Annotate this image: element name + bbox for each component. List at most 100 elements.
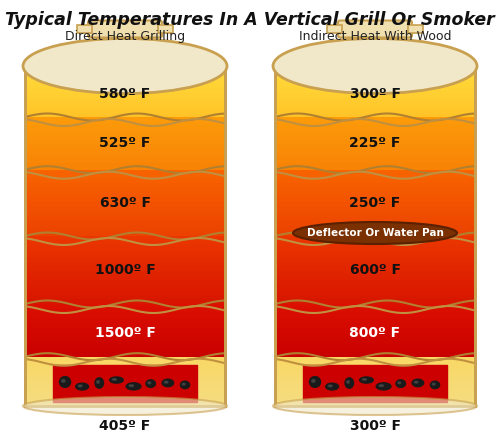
- Bar: [25, 123, 225, 126]
- Bar: [275, 115, 475, 117]
- Bar: [25, 108, 225, 111]
- Bar: [25, 163, 225, 166]
- Bar: [25, 287, 225, 290]
- Bar: [25, 102, 225, 105]
- Bar: [25, 284, 225, 288]
- Bar: [25, 86, 225, 89]
- Bar: [25, 249, 225, 252]
- Ellipse shape: [379, 385, 384, 387]
- Bar: [275, 66, 475, 406]
- Bar: [275, 74, 475, 76]
- Bar: [25, 119, 225, 121]
- Bar: [275, 282, 475, 285]
- Text: 300º F: 300º F: [350, 87, 401, 101]
- Bar: [275, 196, 475, 199]
- Bar: [25, 104, 225, 107]
- Bar: [25, 341, 225, 344]
- Bar: [25, 201, 225, 204]
- Bar: [25, 144, 225, 146]
- Bar: [275, 260, 475, 263]
- Bar: [25, 146, 225, 149]
- Bar: [25, 310, 225, 313]
- Bar: [25, 380, 225, 382]
- Bar: [275, 82, 475, 84]
- Ellipse shape: [326, 383, 338, 390]
- Ellipse shape: [360, 377, 374, 383]
- Bar: [275, 68, 475, 70]
- Bar: [275, 388, 475, 390]
- Bar: [275, 255, 475, 258]
- Bar: [25, 196, 225, 199]
- Bar: [275, 337, 475, 340]
- Bar: [25, 290, 225, 293]
- Bar: [25, 72, 225, 74]
- Bar: [275, 268, 475, 271]
- Bar: [25, 169, 225, 172]
- Bar: [25, 90, 225, 92]
- Bar: [25, 182, 225, 186]
- Ellipse shape: [398, 382, 400, 384]
- FancyBboxPatch shape: [88, 20, 162, 37]
- Bar: [275, 327, 475, 329]
- Bar: [275, 112, 475, 115]
- Bar: [275, 125, 475, 128]
- Bar: [25, 350, 225, 352]
- Bar: [275, 335, 475, 338]
- Bar: [275, 398, 475, 400]
- Text: Direct Heat Grilling: Direct Heat Grilling: [65, 30, 185, 43]
- FancyBboxPatch shape: [338, 20, 412, 37]
- Bar: [25, 94, 225, 97]
- Bar: [25, 191, 225, 194]
- Bar: [275, 148, 475, 151]
- Bar: [275, 138, 475, 140]
- Bar: [25, 362, 225, 364]
- Bar: [275, 133, 475, 136]
- Bar: [275, 217, 475, 220]
- Bar: [275, 230, 475, 233]
- Bar: [25, 306, 225, 308]
- Ellipse shape: [376, 383, 391, 390]
- Bar: [275, 167, 475, 170]
- Bar: [25, 211, 225, 215]
- Bar: [25, 378, 225, 380]
- Bar: [25, 255, 225, 258]
- Bar: [275, 287, 475, 290]
- Ellipse shape: [182, 383, 185, 385]
- Bar: [275, 356, 475, 359]
- Bar: [25, 356, 225, 359]
- Bar: [275, 279, 475, 282]
- Bar: [25, 121, 225, 123]
- Bar: [275, 127, 475, 129]
- Bar: [275, 136, 475, 138]
- Bar: [25, 404, 225, 406]
- Bar: [275, 106, 475, 109]
- Bar: [25, 233, 225, 236]
- Bar: [275, 358, 475, 361]
- Bar: [275, 316, 475, 319]
- Bar: [275, 108, 475, 111]
- Bar: [275, 191, 475, 194]
- Bar: [275, 159, 475, 161]
- Bar: [25, 172, 225, 175]
- Bar: [25, 384, 225, 386]
- Bar: [25, 125, 225, 128]
- Bar: [25, 225, 225, 228]
- Bar: [275, 306, 475, 308]
- Bar: [25, 112, 225, 115]
- Bar: [25, 157, 225, 159]
- Bar: [275, 390, 475, 392]
- Bar: [25, 206, 225, 209]
- Bar: [275, 344, 475, 346]
- Text: 1000º F: 1000º F: [94, 263, 156, 277]
- Bar: [275, 378, 475, 380]
- Bar: [25, 131, 225, 134]
- Ellipse shape: [62, 380, 65, 382]
- Bar: [275, 88, 475, 91]
- Bar: [275, 368, 475, 371]
- Bar: [25, 66, 225, 406]
- Bar: [275, 364, 475, 367]
- Bar: [275, 102, 475, 105]
- Bar: [25, 260, 225, 263]
- Ellipse shape: [414, 381, 418, 383]
- Bar: [25, 84, 225, 86]
